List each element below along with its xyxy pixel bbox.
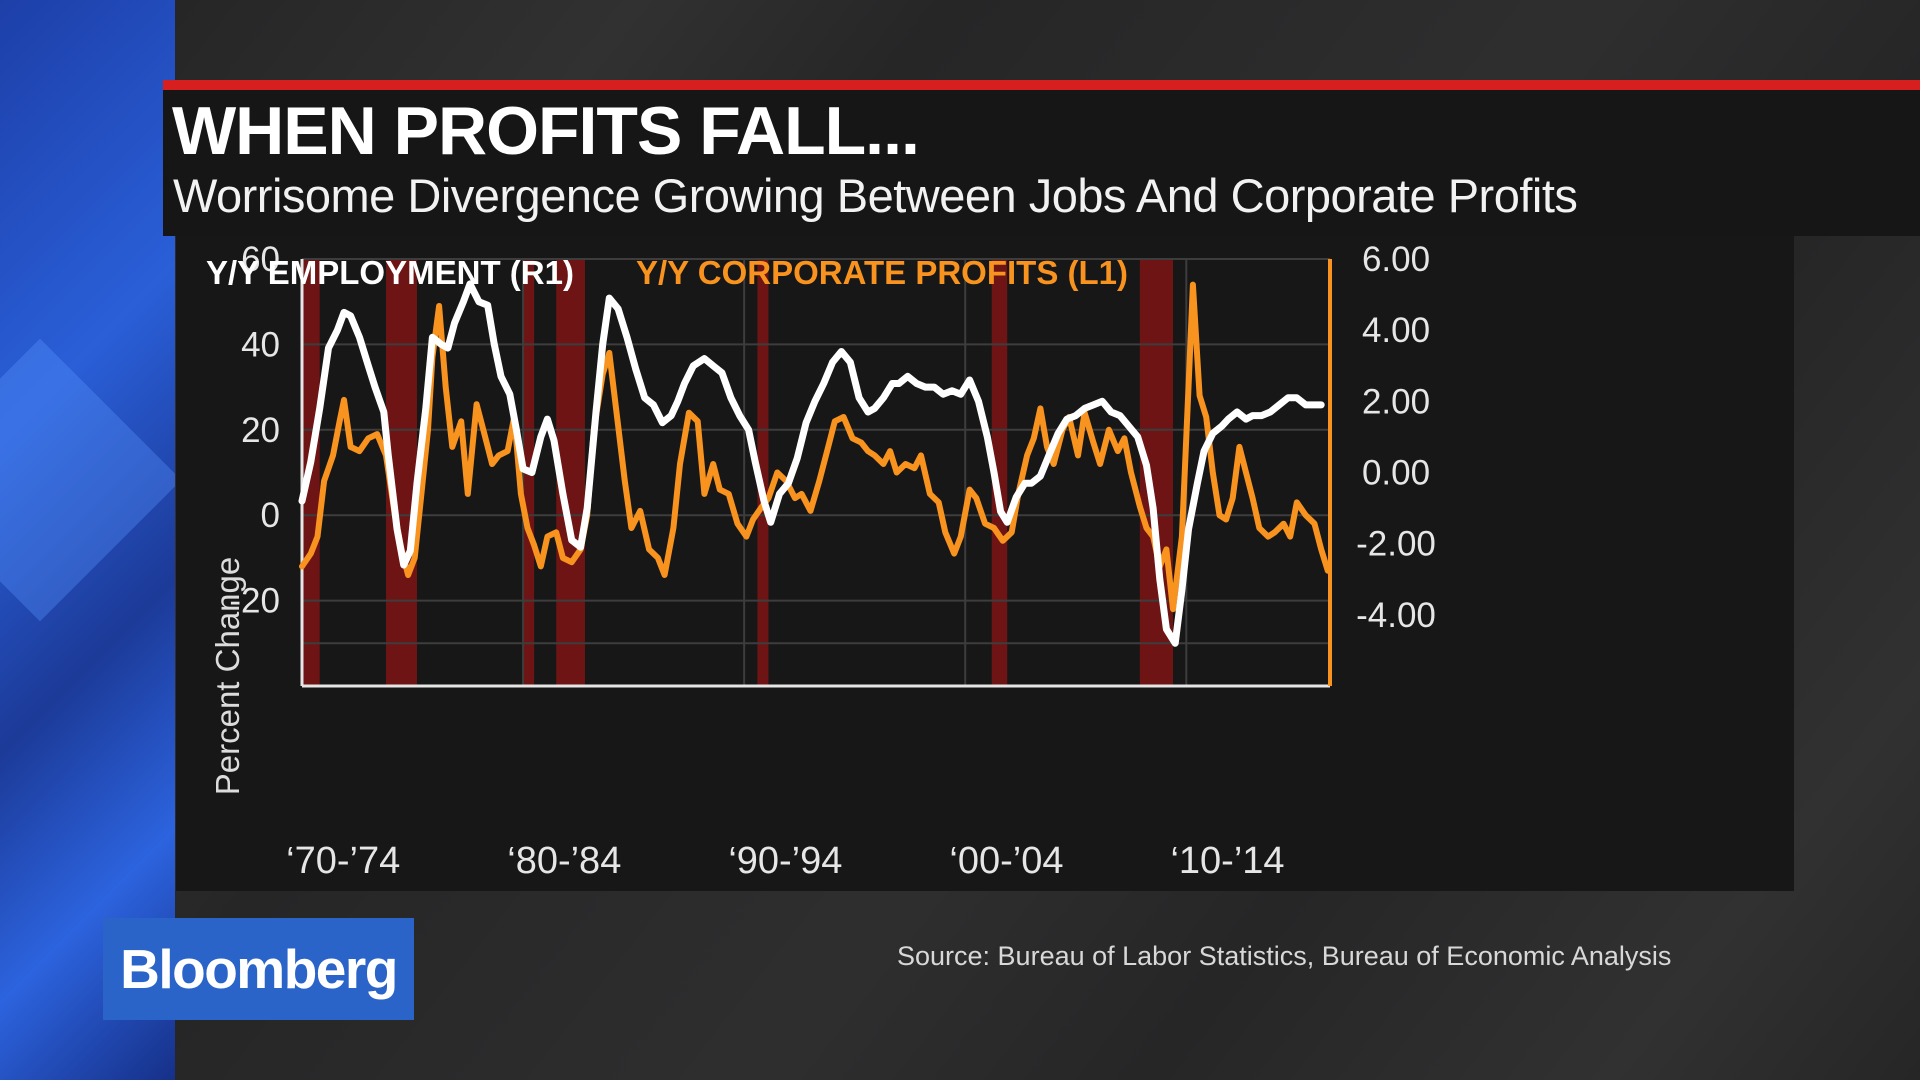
chart-legend: Y/Y EMPLOYMENT (R1) Y/Y CORPORATE PROFIT… xyxy=(206,254,1128,291)
chart-series xyxy=(298,280,1331,647)
recession-band xyxy=(757,259,769,686)
y-right-tick-label: 4.00 xyxy=(1362,311,1430,350)
y-right-tick-label: 6.00 xyxy=(1362,240,1430,279)
profits-series-line xyxy=(299,281,1331,613)
x-tick-label: ‘00-’04 xyxy=(949,840,1063,882)
chart-tick-labels: 60 40 20 0 -20 6.00 4.00 2.00 0.00 -2.00 -4.00 ‘70-… xyxy=(229,240,1435,882)
chart-title: WHEN PROFITS FALL... xyxy=(172,93,920,169)
y-right-tick-label: 2.00 xyxy=(1362,382,1430,421)
bloomberg-logo-text: Bloomberg xyxy=(120,938,398,1000)
x-tick-label: ‘90-’94 xyxy=(728,840,842,882)
x-tick-label: ‘70-’74 xyxy=(286,840,400,882)
source-note: Source: Bureau of Labor Statistics, Bure… xyxy=(897,941,1672,971)
chart-axes xyxy=(300,259,1332,688)
y-left-tick-label: -20 xyxy=(229,582,280,621)
header-bar xyxy=(163,80,1920,236)
y-right-tick-label: -4.00 xyxy=(1356,596,1436,635)
y-right-tick-label: -2.00 xyxy=(1356,525,1436,564)
y-left-tick-label: 60 xyxy=(241,240,280,279)
x-tick-label: ‘80-’84 xyxy=(507,840,621,882)
line-chart: 60 40 20 0 -20 6.00 4.00 2.00 0.00 -2.00 -4.00 ‘70-… xyxy=(206,240,1436,882)
legend-profits: Y/Y CORPORATE PROFITS (L1) xyxy=(636,254,1128,291)
x-tick-label: ‘10-’14 xyxy=(1170,840,1284,882)
chart-subtitle: Worrisome Divergence Growing Between Job… xyxy=(173,169,1578,222)
header-red-rule xyxy=(163,80,1920,90)
legend-employment: Y/Y EMPLOYMENT (R1) xyxy=(206,254,574,291)
y-right-tick-label: 0.00 xyxy=(1362,454,1430,493)
bloomberg-logo: Bloomberg xyxy=(103,918,414,1020)
chart-panel: 60 40 20 0 -20 6.00 4.00 2.00 0.00 -2.00 -4.00 ‘70-… xyxy=(176,236,1794,891)
recession-band xyxy=(991,259,1008,686)
y-left-tick-label: 20 xyxy=(241,411,280,450)
y-left-tick-label: 40 xyxy=(241,325,280,364)
employment-series-line xyxy=(298,280,1325,647)
left-blue-backdrop xyxy=(0,0,175,1080)
y-axis-label: Percent Change xyxy=(209,557,246,796)
y-left-tick-label: 0 xyxy=(261,496,280,535)
